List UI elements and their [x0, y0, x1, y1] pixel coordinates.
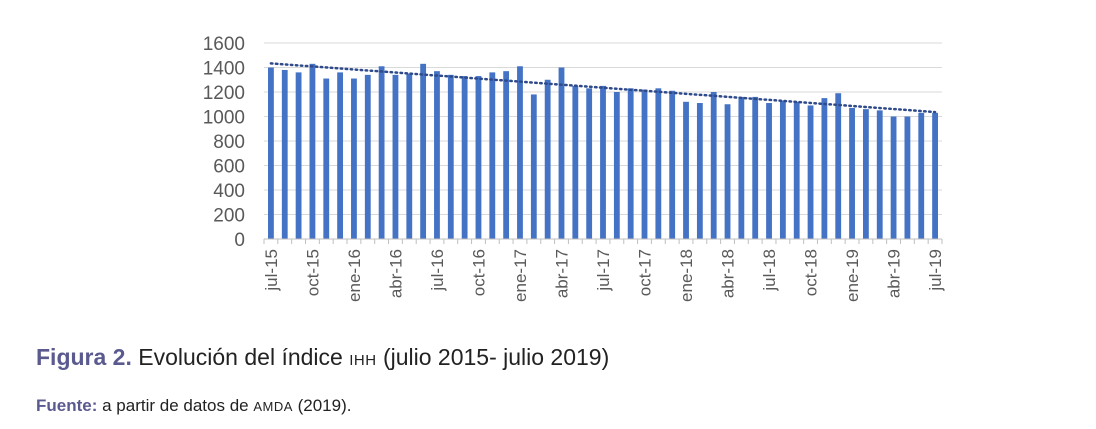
- y-tick-label: 1600: [203, 34, 245, 55]
- source-label: Fuente:: [36, 396, 98, 415]
- bar: [406, 73, 413, 239]
- y-tick-label: 0: [234, 230, 245, 251]
- x-tick-label: ene-16: [345, 249, 364, 302]
- y-tick-label: 1400: [203, 59, 245, 80]
- bar: [683, 101, 689, 239]
- x-axis-labels: jul-15 oct-15 ene-16 abr-16 jul-16 oct-16 ene-…: [262, 249, 945, 302]
- x-tick-label: ene-19: [843, 249, 862, 302]
- caption-text: Evolución del índice: [131, 344, 350, 370]
- bar: [710, 92, 717, 239]
- source-org: AMDA: [253, 399, 293, 414]
- bar: [378, 66, 385, 240]
- y-tick-label: 400: [213, 181, 245, 202]
- bar: [295, 72, 302, 240]
- y-tick-label: 1000: [203, 108, 245, 129]
- bar: [932, 112, 938, 239]
- bar: [489, 72, 496, 240]
- x-tick-label: oct-18: [802, 249, 821, 296]
- figure-source: Fuente: a partir de datos de AMDA (2019)…: [36, 396, 351, 416]
- bar: [351, 78, 357, 240]
- bar: [849, 107, 855, 239]
- bar: [461, 76, 468, 239]
- x-tick-label: oct-17: [636, 249, 655, 296]
- y-tick-label: 600: [213, 157, 245, 178]
- bar: [572, 85, 579, 239]
- bar: [918, 112, 925, 239]
- bar: [752, 96, 759, 240]
- x-tick-label: jul-15: [262, 249, 281, 292]
- caption-period: (julio 2015- julio 2019): [376, 344, 610, 370]
- x-tick-label: jul-17: [594, 249, 613, 292]
- bar: [337, 72, 344, 240]
- figure-caption: Figura 2. Evolución del índice IHH (juli…: [36, 344, 609, 371]
- bar: [669, 90, 676, 240]
- x-tick-label: abr-16: [386, 249, 405, 298]
- bar: [420, 63, 427, 240]
- x-tick-label: ene-17: [511, 249, 530, 302]
- bar-chart: 0 200 400 600 800 1000 1200 1400 1600 jul-15 oct-…: [203, 34, 945, 302]
- bar: [475, 76, 482, 239]
- bar: [268, 67, 274, 239]
- bar: [392, 74, 399, 239]
- bar: [530, 94, 537, 239]
- bar: [613, 92, 620, 239]
- x-tick-label: abr-17: [552, 249, 571, 298]
- x-tick-label: oct-15: [303, 249, 322, 296]
- caption-index-name: IHH: [349, 352, 377, 369]
- bar: [696, 103, 703, 240]
- x-tick-label: abr-18: [719, 249, 738, 298]
- x-tick-label: ene-18: [677, 249, 696, 302]
- x-axis: [263, 238, 943, 244]
- bar: [876, 110, 883, 239]
- y-tick-label: 800: [213, 132, 245, 153]
- bar: [309, 63, 316, 240]
- bar: [447, 74, 454, 239]
- y-tick-label: 200: [213, 206, 245, 227]
- x-tick-label: jul-16: [428, 249, 447, 292]
- bar: [434, 71, 440, 239]
- bar: [724, 104, 731, 239]
- bar: [890, 116, 897, 239]
- y-axis: 0 200 400 600 800 1000 1200 1400 1600: [203, 34, 245, 251]
- trendline: [269, 62, 937, 114]
- bar: [600, 85, 606, 239]
- y-tick-label: 1200: [203, 83, 245, 104]
- bar: [904, 116, 911, 239]
- bars: [268, 63, 938, 240]
- bar: [793, 101, 800, 239]
- bar: [544, 79, 551, 239]
- bar: [641, 89, 648, 239]
- bar: [738, 96, 745, 240]
- source-year: (2019).: [292, 396, 352, 415]
- source-text: a partir de datos de: [97, 396, 254, 415]
- bar: [558, 67, 565, 239]
- bar: [779, 100, 786, 239]
- x-tick-label: abr-19: [885, 249, 904, 298]
- x-tick-label: jul-19: [926, 249, 945, 292]
- bar: [364, 74, 371, 239]
- bar: [766, 103, 772, 240]
- x-tick-label: oct-16: [469, 249, 488, 296]
- bar: [281, 69, 288, 239]
- bar: [627, 88, 634, 239]
- bar: [862, 109, 869, 240]
- bar: [655, 88, 662, 239]
- caption-label: Figura 2.: [36, 344, 132, 370]
- bar: [835, 93, 842, 239]
- bar: [323, 78, 330, 240]
- bar: [503, 71, 510, 239]
- x-tick-label: jul-18: [760, 249, 779, 292]
- bar: [821, 98, 828, 239]
- bar: [517, 66, 523, 240]
- bar: [807, 105, 814, 239]
- bar: [586, 88, 593, 239]
